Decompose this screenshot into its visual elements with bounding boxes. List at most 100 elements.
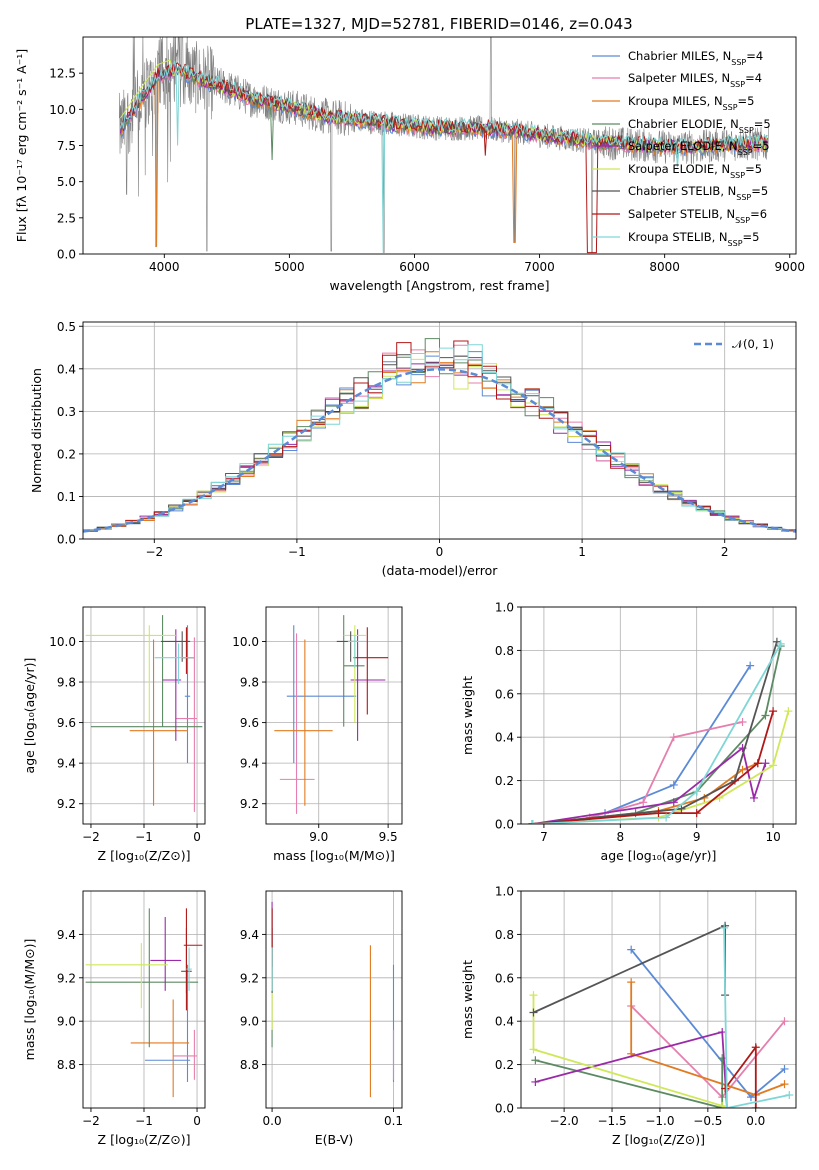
weight-marker <box>669 733 678 742</box>
x-tick-label: −2 <box>82 830 100 844</box>
massweight-vs-age-panel: 7 8 9 10 0.0 0.2 0.4 0.6 0.8 1.0 age [log₁₀(age/yr… <box>460 601 797 863</box>
plot-area <box>83 338 796 534</box>
weight-line <box>532 641 778 824</box>
plot-area <box>529 921 794 1108</box>
mass-vs-ebv-panel: 0.0 0.1 8.8 9.0 9.2 9.4 E(B-V) <box>240 890 403 1147</box>
y-tick-label: 5.0 <box>57 175 76 189</box>
x-axis-label: E(B-V) <box>315 1132 354 1147</box>
legend-label: Kroupa STELIB, NSSP=5 <box>628 230 759 248</box>
figure-title: PLATE=1327, MJD=52781, FIBERID=0146, z=0… <box>245 15 632 33</box>
y-tick-label: 10.0 <box>49 103 76 117</box>
y-tick-label: 9.2 <box>57 797 76 811</box>
errorbar-point <box>145 964 191 1082</box>
errorbar-point <box>343 615 365 727</box>
weight-marker <box>627 945 636 954</box>
age-vs-mass-panel: 9.0 9.5 9.2 9.4 9.6 9.8 10.0 mass [log₁₀(M/M⊙)] <box>232 606 403 863</box>
y-tick-label: 8.8 <box>240 1058 259 1072</box>
errorbar-point <box>150 917 182 991</box>
x-tick-label: 0.0 <box>746 1114 765 1128</box>
weight-series <box>627 945 789 1102</box>
weight-marker <box>692 787 701 796</box>
x-tick-label: −2 <box>82 1114 100 1128</box>
y-tick-label: 0.5 <box>57 320 76 334</box>
weight-marker <box>749 793 758 802</box>
errorbar-point <box>183 908 203 1011</box>
weight-marker <box>529 991 538 1000</box>
y-tick-label: 9.4 <box>57 757 76 771</box>
y-tick-label: 10.0 <box>49 635 76 649</box>
errorbar-point <box>279 633 315 814</box>
legend-label-normal: 𝒩(0, 1) <box>732 337 774 351</box>
y-tick-label: 8.8 <box>57 1058 76 1072</box>
x-tick-label: 2 <box>721 545 729 559</box>
errorbar-point <box>85 625 176 723</box>
weight-marker <box>769 707 778 716</box>
weight-marker <box>528 820 537 824</box>
y-tick-label: 0.0 <box>57 248 76 262</box>
y-tick-label: 9.8 <box>57 676 76 690</box>
y-tick-label: 0.8 <box>495 928 514 942</box>
y-tick-label: 10.0 <box>232 635 259 649</box>
weight-marker <box>721 1084 730 1093</box>
weight-line <box>532 643 782 824</box>
y-tick-label: 0.6 <box>495 971 514 985</box>
x-tick-label: 9 <box>693 830 701 844</box>
y-tick-label: 9.6 <box>57 716 76 730</box>
weight-marker <box>662 813 671 822</box>
x-tick-label: −2 <box>145 545 163 559</box>
errorbar-point <box>160 631 191 662</box>
y-tick-label: 0.2 <box>57 447 76 461</box>
residuals-panel: −2 −1 0 1 2 0.0 0.1 0.2 0.3 0.4 0.5 (data-model)/er… <box>29 320 797 578</box>
x-axis-label: Z [log₁₀(Z/Z⊙)] <box>98 848 191 863</box>
weight-marker <box>761 711 770 720</box>
legend-label: Salpeter MILES, NSSP=4 <box>628 71 762 89</box>
weight-marker <box>784 707 793 716</box>
y-tick-label: 0.1 <box>57 490 76 504</box>
y-tick-label: 9.2 <box>240 971 259 985</box>
mass-vs-metallicity-panel: −2 −1 0 8.8 9.0 9.2 9.4 Z [log₁₀(Z/Z⊙)] mass [lo… <box>22 890 206 1147</box>
x-axis-label: Z [log₁₀(Z/Z⊙)] <box>98 1132 191 1147</box>
x-axis-label: (data-model)/error <box>382 563 499 578</box>
x-tick-label: −0.5 <box>693 1114 722 1128</box>
errorbar-point <box>85 943 168 1009</box>
errorbar-point <box>186 947 192 991</box>
weight-marker <box>531 1077 540 1086</box>
x-tick-label: 9000 <box>774 260 805 274</box>
weight-marker <box>720 923 729 932</box>
y-tick-label: 0.0 <box>57 533 76 547</box>
residual-histogram <box>83 344 796 534</box>
y-tick-label: 9.8 <box>240 676 259 690</box>
weight-marker <box>780 1080 789 1089</box>
weight-series <box>601 661 755 818</box>
weight-marker <box>692 809 701 818</box>
plot-area <box>528 637 793 824</box>
weight-series <box>721 1043 760 1108</box>
plot-area <box>119 37 769 254</box>
weight-marker <box>746 661 755 670</box>
errorbar-point <box>347 635 366 668</box>
y-tick-label: 9.4 <box>240 757 259 771</box>
errorbar-point <box>154 643 195 685</box>
x-tick-label: −1 <box>135 1114 153 1128</box>
weight-marker <box>723 1104 732 1108</box>
errorbar-point <box>286 625 357 764</box>
x-tick-label: 5000 <box>274 260 305 274</box>
errorbar-point <box>173 1029 198 1080</box>
plot-area <box>274 615 389 814</box>
weight-line <box>535 1058 724 1108</box>
weight-marker <box>531 1056 540 1065</box>
y-tick-label: 7.5 <box>57 139 76 153</box>
x-tick-label: −1 <box>135 830 153 844</box>
y-tick-label: 1.0 <box>495 601 514 615</box>
y-tick-label: 0.2 <box>495 774 514 788</box>
errorbar-point <box>129 639 189 806</box>
x-axis-label: mass [log₁₀(M/M⊙)] <box>273 848 395 863</box>
weight-marker <box>677 804 686 813</box>
weight-marker <box>785 1090 794 1099</box>
errorbar-point <box>90 615 203 728</box>
errorbar-point <box>130 999 190 1098</box>
y-tick-label: 12.5 <box>49 67 76 81</box>
axes-frame <box>265 606 403 825</box>
legend-label: Chabrier STELIB, NSSP=5 <box>628 184 768 202</box>
